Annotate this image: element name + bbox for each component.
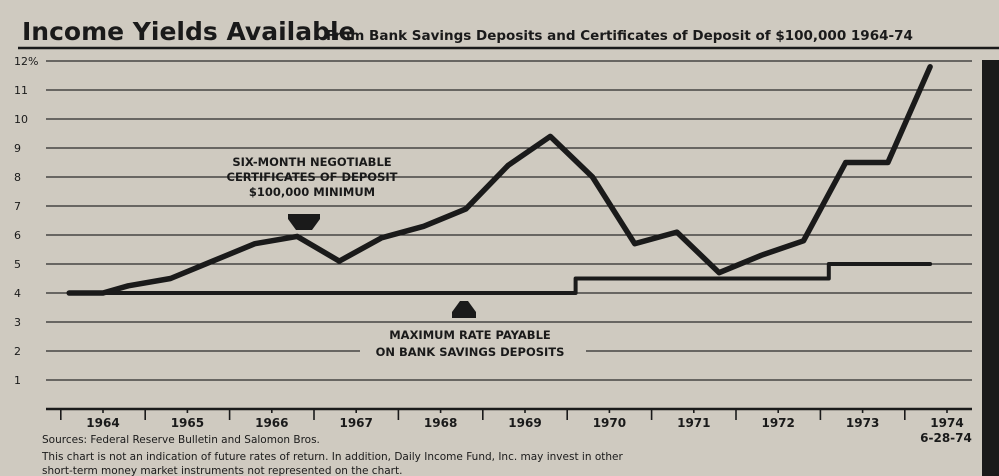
y-tick-label: 12% — [14, 55, 38, 68]
disclaimer-line-2: short-term money market instruments not … — [42, 465, 402, 476]
y-tick-label: 11 — [14, 84, 28, 97]
y-tick-label: 5 — [14, 258, 21, 271]
y-tick-label: 2 — [14, 345, 21, 358]
x-tick-labels: 1964 1965 1966 1967 1968 1969 1970 1971 1972 1973… — [86, 416, 963, 430]
y-tick-label: 6 — [14, 229, 21, 242]
disclaimer-line-1: This chart is not an indication of futur… — [41, 451, 623, 463]
x-tick-label: 1967 — [339, 416, 372, 430]
series-lines — [66, 64, 933, 296]
savings-label-line-2: ON BANK SAVINGS DEPOSITS — [376, 345, 565, 359]
x-tick-label: 1974 — [930, 416, 963, 430]
x-tick-label: 1972 — [761, 416, 794, 430]
sources-note: Sources: Federal Reserve Bulletin and Sa… — [42, 434, 320, 446]
y-tick-label: 9 — [14, 142, 21, 155]
series-line-2 — [67, 262, 933, 295]
x-tick-label: 1965 — [171, 416, 204, 430]
savings-label-line-1: MAXIMUM RATE PAYABLE — [389, 328, 551, 342]
y-tick-label: 8 — [14, 171, 21, 184]
x-tick-label: 1966 — [255, 416, 288, 430]
x-axis — [46, 407, 972, 420]
cd-label-line-2: CERTIFICATES OF DEPOSIT — [227, 170, 398, 184]
y-tick-label: 1 — [14, 374, 21, 387]
y-tick-label: 7 — [14, 200, 21, 213]
y-tick-label: 10 — [14, 113, 28, 126]
y-tick-label: 4 — [14, 287, 21, 300]
chart-subtitle: From Bank Savings Deposits and Certifica… — [326, 28, 913, 44]
savings-label-bg — [360, 326, 586, 360]
x-tick-label: 1964 — [86, 416, 119, 430]
page-edge — [982, 60, 999, 476]
savings-arrow-icon — [452, 301, 476, 318]
cd-label-line-1: SIX-MONTH NEGOTIABLE — [232, 155, 391, 169]
x-tick-label: 1971 — [677, 416, 710, 430]
chart-title: Income Yields Available — [22, 17, 356, 46]
y-tick-labels: 1 2 3 4 5 6 7 8 9 10 11 12% — [14, 55, 38, 387]
cd-arrow-icon — [288, 214, 320, 230]
x-tick-label: 1970 — [593, 416, 626, 430]
cd-label-line-3: $100,000 MINIMUM — [249, 185, 375, 199]
x-tick-label: 1968 — [424, 416, 457, 430]
savings-annotation: MAXIMUM RATE PAYABLE ON BANK SAVINGS DEP… — [360, 301, 586, 360]
series-line-1 — [66, 64, 933, 296]
x-tick-label: 1973 — [846, 416, 879, 430]
y-tick-label: 3 — [14, 316, 21, 329]
end-date-label: 6-28-74 — [920, 431, 972, 445]
x-tick-label: 1969 — [508, 416, 541, 430]
cd-annotation: SIX-MONTH NEGOTIABLE CERTIFICATES OF DEP… — [227, 155, 398, 230]
